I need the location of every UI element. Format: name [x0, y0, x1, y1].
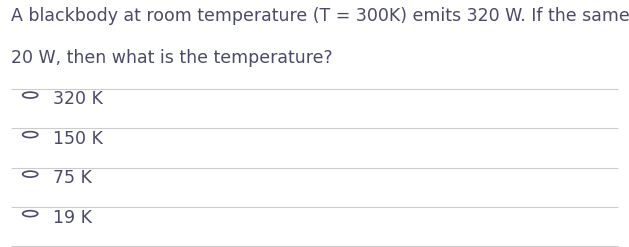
Text: A blackbody at room temperature (T = 300K) emits 320 W. If the same blackbody em: A blackbody at room temperature (T = 300…: [11, 7, 629, 25]
Text: 75 K: 75 K: [53, 169, 92, 187]
Text: 20 W, then what is the temperature?: 20 W, then what is the temperature?: [11, 49, 333, 67]
Text: 150 K: 150 K: [53, 130, 103, 148]
Text: 320 K: 320 K: [53, 90, 103, 108]
Text: 19 K: 19 K: [53, 209, 92, 227]
